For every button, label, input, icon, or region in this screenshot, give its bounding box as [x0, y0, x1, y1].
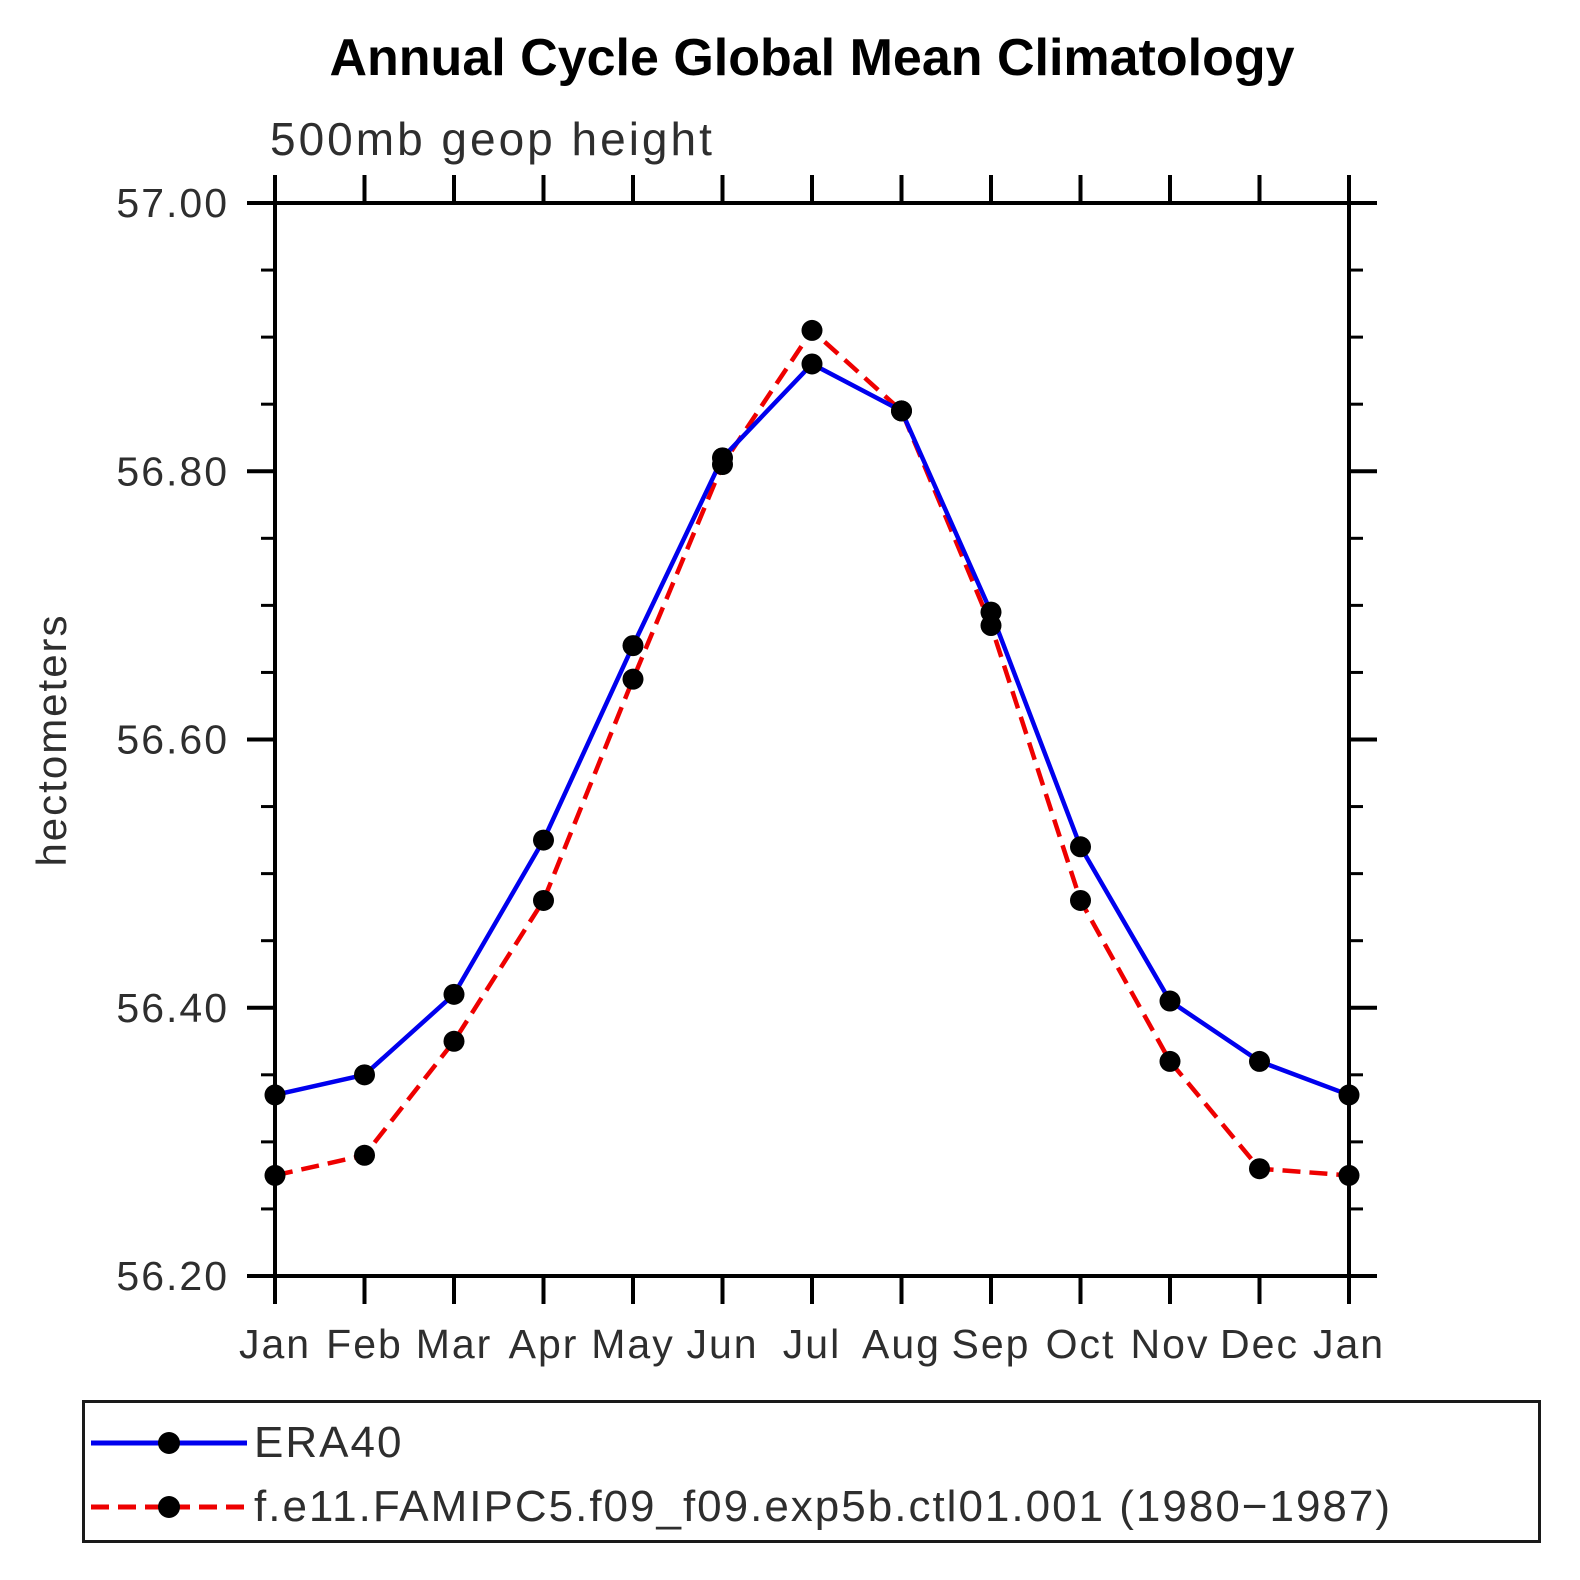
data-point-model: [712, 454, 733, 476]
data-point-era40: [801, 353, 823, 375]
legend-marker-dot: [158, 1496, 180, 1518]
data-point-model: [533, 889, 554, 911]
data-point-era40: [1249, 1050, 1270, 1072]
y-tick-label: 56.60: [116, 717, 229, 763]
data-point-era40: [1070, 836, 1091, 858]
data-point-model: [1338, 1164, 1360, 1186]
data-point-model: [264, 1164, 286, 1186]
series-line-era40: [274, 361, 1350, 1098]
x-tick-label: Feb: [326, 1321, 403, 1367]
x-tick-label: Jun: [686, 1321, 758, 1367]
x-tick-label: Nov: [1131, 1321, 1210, 1367]
x-tick-label: Dec: [1220, 1321, 1299, 1367]
y-tick-label: 57.00: [116, 180, 229, 226]
legend-label-model: f.e11.FAMIPC5.f09_f09.exp5b.ctl01.001 (1…: [254, 1482, 1393, 1531]
legend-sample-era40: [91, 1432, 247, 1454]
page-title: Annual Cycle Global Mean Climatology: [329, 29, 1295, 87]
legend-row-era40: ERA40: [91, 1418, 403, 1468]
legend-label-era40: ERA40: [254, 1418, 404, 1467]
data-point-model: [443, 1030, 465, 1052]
x-tick-label: Jul: [783, 1321, 841, 1367]
chart-subtitle: 500mb geop height: [270, 113, 715, 165]
x-tick-label: Sep: [952, 1321, 1031, 1367]
data-point-era40: [354, 1064, 375, 1086]
legend-row-model: f.e11.FAMIPC5.f09_f09.exp5b.ctl01.001 (1…: [91, 1482, 1392, 1532]
data-point-model: [1249, 1158, 1270, 1180]
x-tick-label: Aug: [862, 1321, 941, 1367]
data-point-era40: [443, 983, 465, 1005]
data-point-model: [891, 400, 912, 422]
data-point-era40: [533, 829, 554, 851]
x-tick-label: May: [591, 1321, 674, 1367]
data-point-model: [354, 1144, 375, 1166]
data-point-era40: [622, 635, 644, 657]
x-tick-label: Mar: [416, 1321, 493, 1367]
series-line-model: [274, 327, 1350, 1178]
data-point-era40: [264, 1084, 286, 1106]
data-point-model: [980, 614, 1002, 636]
data-point-model: [1159, 1050, 1181, 1072]
data-point-model: [1070, 889, 1091, 911]
x-tick-label: Apr: [509, 1321, 579, 1367]
data-point-era40: [1159, 990, 1181, 1012]
x-tick-label: Oct: [1046, 1321, 1116, 1367]
legend-box: ERA40 f.e11.FAMIPC5.f09_f09.exp5b.ctl01.…: [82, 1400, 1541, 1543]
legend-sample-model: [91, 1496, 247, 1518]
data-point-model: [622, 668, 644, 690]
x-tick-label: Jan: [239, 1321, 311, 1367]
data-point-era40: [1338, 1084, 1360, 1106]
data-point-model: [801, 319, 823, 341]
y-tick-label: 56.40: [116, 985, 229, 1031]
y-tick-label: 56.20: [116, 1253, 229, 1299]
x-tick-label: Jan: [1313, 1321, 1385, 1367]
y-tick-label: 56.80: [116, 448, 229, 494]
legend-marker-dot: [158, 1432, 180, 1454]
